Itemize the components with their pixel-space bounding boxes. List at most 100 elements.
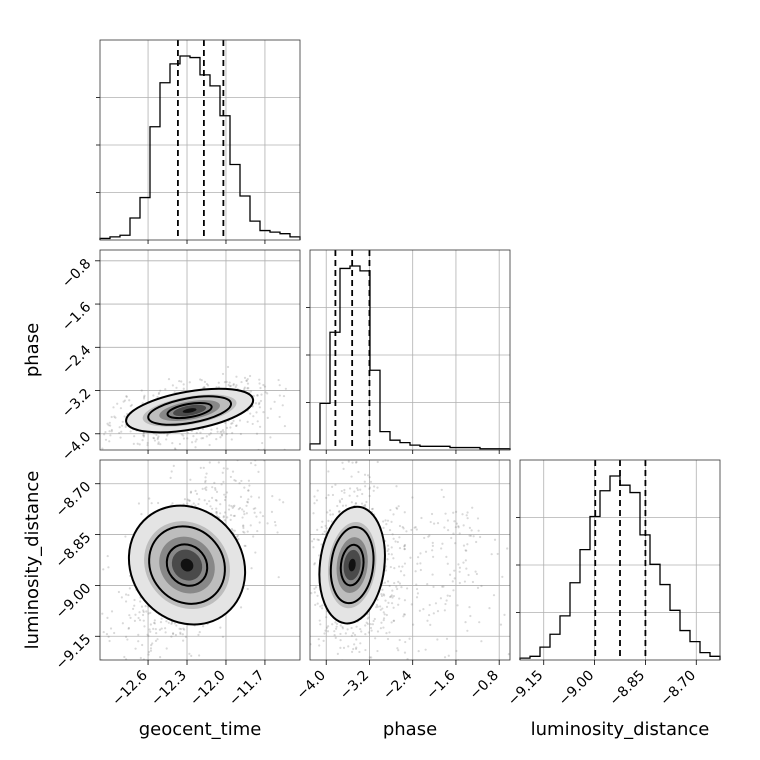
sample-point [493,538,497,541]
sample-point [215,490,219,493]
sample-point [342,646,346,649]
sample-point [281,532,283,534]
sample-point [211,486,214,489]
x-axis-label-luminosity_distance: luminosity_distance [531,719,710,740]
sample-point [419,562,422,565]
sample-point [183,498,187,501]
sample-point [374,637,377,640]
sample-point [155,433,158,436]
sample-point [143,625,146,628]
sample-point [243,544,246,547]
sample-point [357,470,360,474]
sample-point [431,549,434,552]
sample-point [362,504,365,508]
sample-point [333,630,336,633]
sample-point [232,514,235,518]
sample-point [243,541,245,543]
sample-point [403,545,406,548]
joint-panel-geocent_time-luminosity_distance [78,429,300,716]
sample-point [457,526,460,529]
sample-point [78,714,80,716]
sample-point [312,546,315,549]
sample-point [153,622,156,625]
sample-point [204,476,207,479]
sample-point [376,598,379,601]
sample-point [366,474,370,477]
sample-point [225,456,227,458]
sample-point [221,471,224,474]
sample-point [258,425,262,428]
sample-point [166,433,169,436]
sample-point [128,587,131,590]
sample-point [410,528,413,532]
sample-point [120,424,124,427]
sample-point [398,638,401,642]
sample-point [101,612,104,615]
sample-point [120,672,122,674]
sample-point [274,524,277,527]
y-tick-label: −8.85 [53,530,95,572]
sample-point [254,402,258,405]
sample-point [149,623,152,626]
sample-point [159,655,162,659]
sample-point [392,619,396,622]
sample-point [339,624,342,627]
sample-point [210,496,214,500]
sample-point [479,535,482,539]
sample-point [373,617,376,621]
sample-point [246,587,249,591]
sample-point [149,611,152,614]
sample-point [259,511,262,514]
sample-point [427,535,430,538]
sample-point [235,384,238,387]
density-level [180,558,194,572]
sample-point [338,510,341,513]
sample-point [146,441,149,445]
sample-point [208,500,211,503]
sample-point [232,505,235,508]
sample-point [234,424,238,428]
sample-point [226,479,228,481]
sample-point [320,525,323,529]
sample-point [108,430,111,433]
sample-point [343,450,345,452]
sample-point [93,441,95,443]
sample-point [463,580,467,583]
sample-point [273,523,275,525]
sample-point [251,507,253,509]
sample-point [252,394,255,398]
sample-point [381,607,384,610]
sample-point [396,647,399,650]
sample-point [230,422,233,425]
sample-point [478,621,481,624]
sample-point [159,389,162,392]
sample-point [253,468,255,470]
sample-point [258,401,261,404]
sample-point [251,429,253,431]
sample-point [254,464,257,467]
sample-point [385,605,389,609]
sample-point [440,488,443,491]
sample-point [127,593,130,597]
sample-point [251,422,254,426]
sample-point [278,384,281,387]
sample-point [350,650,354,653]
sample-point [387,552,390,556]
sample-point [112,406,115,409]
sample-point [142,619,145,622]
sample-point [321,604,324,607]
sample-point [249,390,253,393]
sample-point [334,627,338,630]
sample-point [232,382,235,386]
sample-point [343,491,346,494]
sample-point [496,552,499,556]
sample-point [258,378,261,381]
sample-point [225,491,229,494]
sample-point [199,466,202,469]
sample-point [419,568,422,572]
contour-line [339,543,365,587]
sample-point [247,489,250,492]
sample-point [432,555,435,558]
sample-point [108,440,111,443]
sample-point [490,553,493,556]
